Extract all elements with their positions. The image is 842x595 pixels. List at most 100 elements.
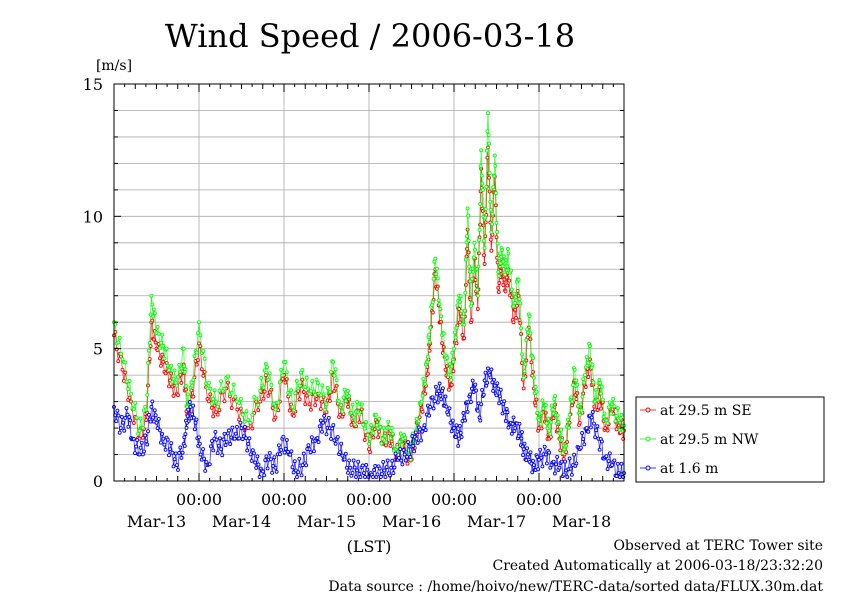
data-point [240,412,245,417]
data-point [233,394,238,399]
data-point [146,348,151,353]
data-point [581,377,586,382]
data-point [466,213,471,218]
data-point [427,413,432,418]
data-point [503,419,508,423]
data-point [478,222,483,227]
data-point [237,417,242,422]
data-point [612,458,617,463]
data-point [450,350,455,355]
data-point [300,368,305,373]
data-point [167,384,171,389]
data-point [560,451,565,456]
data-point [340,409,345,414]
data-point [476,238,481,243]
data-point [420,409,425,414]
data-point [461,411,466,415]
data-point [333,441,338,446]
data-point [508,268,513,273]
data-point [191,415,196,420]
data-point [375,472,380,477]
data-point [427,332,432,337]
data-point [619,412,624,417]
data-point [542,444,547,449]
data-point [482,253,486,258]
data-point [138,416,143,421]
footer-created: Created Automatically at 2006-03-18/23:3… [492,558,823,574]
data-point [454,341,459,346]
data-point [478,164,483,169]
data-point [514,298,519,302]
data-point [503,289,508,294]
data-point [364,420,369,425]
footer-observed: Observed at TERC Tower site [613,538,823,554]
data-point [124,406,129,411]
data-point [482,238,486,243]
data-point [539,455,544,460]
data-point [138,445,143,450]
data-point [504,275,509,280]
data-point [557,431,562,436]
data-point [474,388,479,393]
data-point [210,438,214,443]
data-point [199,367,204,372]
data-point [276,400,281,405]
data-point [115,408,120,413]
data-point [147,340,152,345]
data-point [497,394,502,399]
data-point [361,471,366,476]
data-point [530,470,535,475]
data-point [463,290,468,295]
data-point [342,457,347,462]
data-point [496,269,501,274]
data-point [267,371,272,376]
data-point [335,435,340,440]
data-point [546,416,551,421]
data-point [490,222,494,227]
data-point [540,464,545,469]
data-point [531,375,536,380]
data-point [318,407,323,412]
data-point [181,346,186,351]
data-point [531,369,536,374]
data-point [491,185,496,190]
data-point [380,472,384,477]
data-point [317,424,322,429]
data-point [576,404,581,409]
data-point [425,354,430,359]
data-point [119,351,124,356]
data-point [494,393,499,398]
data-point [276,443,281,448]
data-point [568,466,573,471]
data-point [208,392,213,397]
data-point [548,432,552,436]
data-point [488,199,493,204]
data-point [487,189,492,194]
data-point [483,370,488,375]
data-point [262,389,267,394]
data-point [174,383,179,388]
data-point [501,259,506,264]
data-point [491,388,496,393]
data-point [423,391,428,396]
data-point [595,408,600,412]
chart-title: Wind Speed / 2006-03-18 [165,17,575,55]
data-point [137,428,142,433]
data-point [265,365,269,370]
data-point [151,337,156,342]
data-point [331,423,336,428]
data-point [452,346,456,351]
data-point [261,396,266,401]
data-point [469,301,474,306]
data-point [219,447,224,452]
data-point [498,261,503,266]
data-point [178,445,183,450]
data-point [473,277,478,282]
data-point [376,435,381,440]
data-point [458,430,463,435]
data-point [383,475,388,479]
data-point [520,352,524,357]
data-point [435,276,440,281]
data-point [391,471,396,476]
data-point [248,420,253,425]
